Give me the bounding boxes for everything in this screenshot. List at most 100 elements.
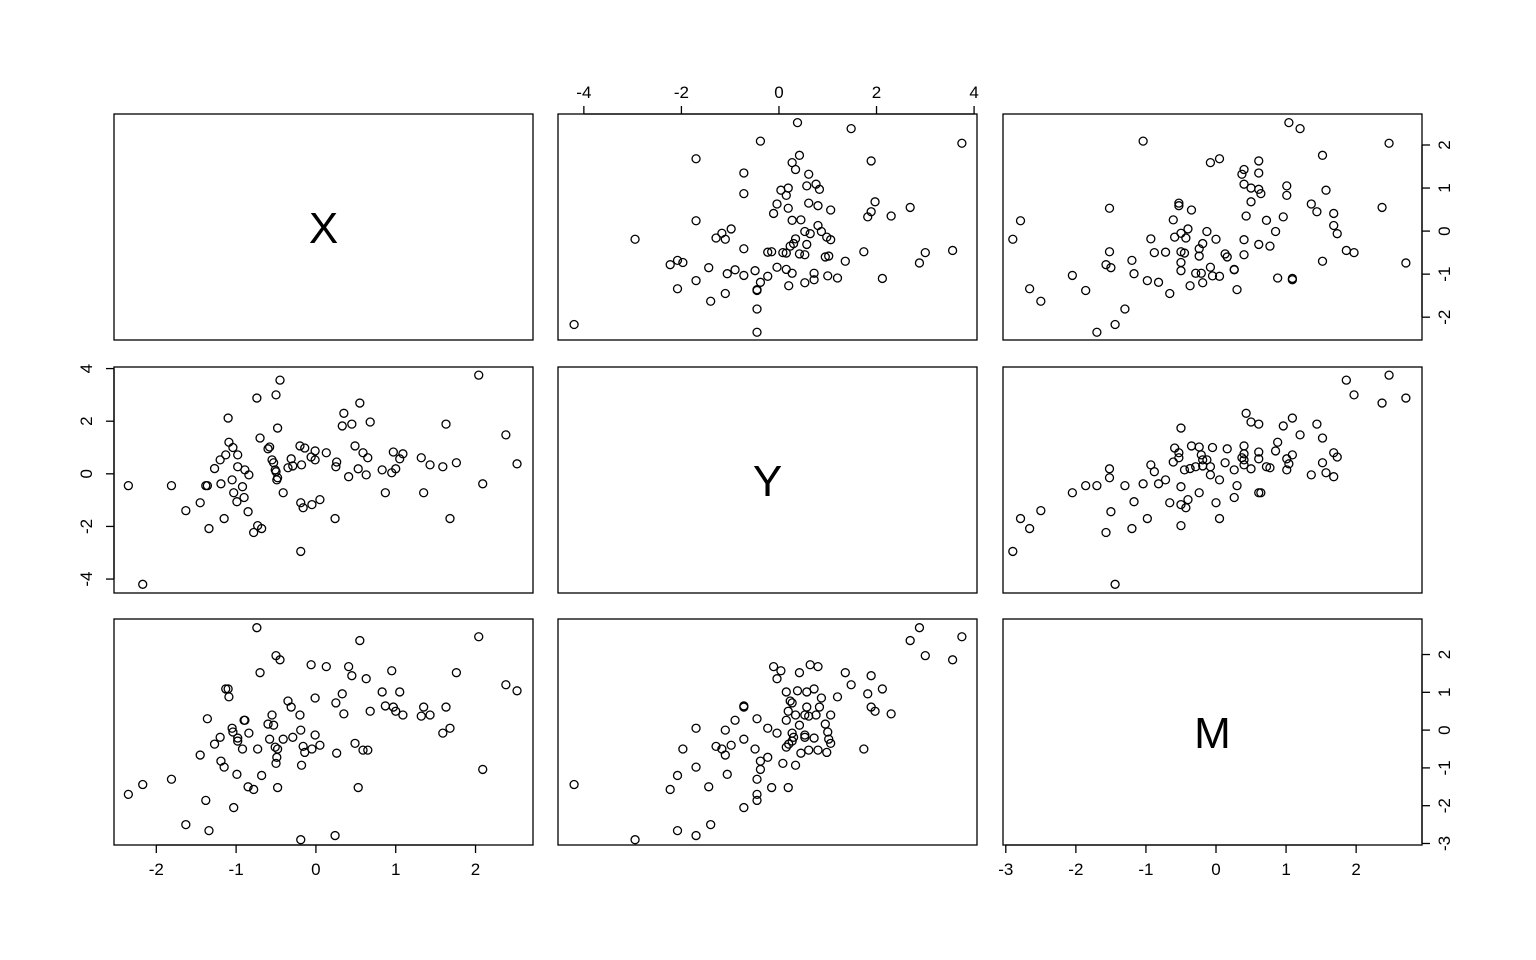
data-point [1185, 463, 1195, 474]
data-point [704, 782, 714, 792]
data-point [678, 257, 688, 268]
data-point [717, 744, 727, 754]
data-point [1329, 472, 1339, 482]
data-point [438, 728, 448, 738]
data-point [720, 725, 730, 735]
data-point [310, 730, 320, 740]
y-tick-label: 2 [1435, 650, 1454, 659]
data-point [1241, 408, 1251, 418]
data-point [1321, 185, 1331, 195]
data-point [296, 546, 306, 557]
data-point [1036, 296, 1046, 306]
data-point [1254, 454, 1264, 464]
data-point [1317, 458, 1328, 468]
data-point [166, 481, 177, 491]
data-point [272, 744, 283, 754]
data-point [1237, 169, 1247, 179]
data-point [321, 448, 331, 458]
data-point [755, 136, 766, 146]
data-point [1222, 444, 1232, 454]
data-point [278, 734, 288, 744]
data-point [1287, 273, 1298, 284]
data-point [813, 745, 823, 755]
data-point [202, 714, 213, 724]
data-point [1278, 212, 1288, 222]
data-point [816, 693, 827, 703]
data-point [920, 247, 930, 258]
data-point [1191, 268, 1201, 278]
data-point [826, 710, 836, 720]
data-point [296, 498, 306, 508]
data-point [1104, 473, 1115, 483]
data-point [1202, 226, 1212, 237]
data-point [1142, 513, 1152, 524]
data-point [1185, 281, 1195, 291]
data-point [805, 229, 815, 239]
data-point [1254, 488, 1264, 498]
x-tick-label: -2 [149, 860, 164, 879]
data-point [295, 710, 305, 720]
data-point [377, 687, 387, 697]
data-point [272, 782, 283, 793]
data-point [1220, 458, 1230, 468]
data-point [239, 492, 249, 503]
data-point [711, 233, 721, 243]
data-point [1205, 462, 1216, 472]
data-point [1232, 284, 1242, 295]
data-point [1321, 468, 1331, 478]
data-point [343, 661, 354, 672]
data-point [678, 744, 688, 754]
data-point [722, 769, 732, 779]
data-point [201, 795, 211, 806]
data-point [451, 668, 462, 678]
data-point [783, 203, 793, 213]
data-point [870, 197, 880, 207]
data-point [750, 744, 760, 754]
data-point [730, 265, 740, 275]
data-point [859, 744, 869, 754]
data-point [846, 680, 856, 690]
data-point [1176, 520, 1186, 531]
data-point [1015, 513, 1026, 524]
data-point [1191, 462, 1201, 472]
data-point [802, 239, 812, 250]
data-point [310, 455, 320, 465]
data-point [1261, 215, 1272, 225]
data-point [1174, 448, 1184, 458]
x-tick-label: -2 [1068, 860, 1083, 879]
data-point [298, 741, 308, 752]
data-point [863, 689, 873, 699]
data-point [512, 459, 522, 469]
data-point [380, 701, 391, 711]
data-point [1332, 229, 1342, 239]
data-point [1229, 465, 1239, 475]
y-tick-label: -2 [1435, 798, 1454, 813]
data-point [1214, 513, 1225, 524]
data-point [425, 460, 435, 470]
panel-frame [113, 113, 534, 341]
data-point [1295, 123, 1305, 134]
data-point [501, 430, 511, 440]
variable-label: M [1194, 709, 1231, 758]
data-point [1176, 257, 1186, 268]
data-point [249, 784, 259, 795]
data-point [1146, 234, 1156, 244]
y-tick-label: -2 [1435, 310, 1454, 325]
y-tick-label: 1 [1435, 688, 1454, 697]
data-point [1174, 453, 1184, 463]
data-point [840, 668, 850, 678]
data-point [790, 710, 801, 720]
data-point [832, 692, 843, 702]
data-point [1261, 462, 1272, 472]
data-point [1176, 266, 1186, 276]
data-point [832, 273, 843, 283]
data-point [763, 247, 773, 257]
data-point [229, 802, 239, 813]
data-point [1239, 250, 1249, 260]
data-point [1220, 249, 1230, 259]
data-point [691, 154, 701, 164]
data-point [1181, 233, 1191, 243]
data-point [395, 687, 405, 697]
data-point [1377, 202, 1387, 213]
data-point [1101, 527, 1111, 538]
